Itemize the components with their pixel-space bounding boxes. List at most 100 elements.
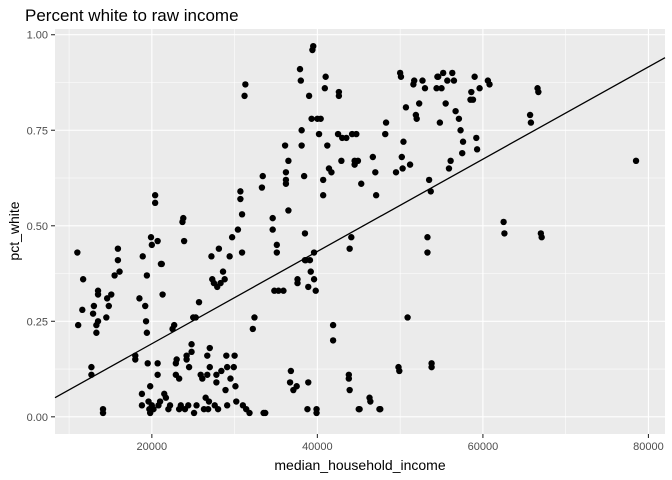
data-point [281,142,289,149]
data-point [199,375,206,382]
x-tick-label: 80000 [633,441,664,453]
data-point [159,291,166,298]
y-tick-label: 0.50 [27,221,48,233]
data-point [215,245,223,252]
data-point [324,142,331,149]
data-point [185,363,193,371]
data-point [296,65,304,73]
minor-gridlines [55,29,665,434]
data-point [392,169,400,176]
data-point [223,363,231,371]
data-point [190,409,198,417]
data-point [300,172,308,180]
data-point [308,115,315,122]
data-point [450,77,458,84]
data-point [372,169,379,176]
data-point [195,298,203,306]
data-point [142,302,149,310]
data-point [444,77,451,84]
data-point [287,367,295,375]
data-point [346,245,353,252]
data-point [280,287,287,294]
data-point [382,130,389,138]
data-point [294,279,301,287]
data-point [321,85,329,92]
data-point [208,253,215,260]
data-point [317,115,324,122]
data-point [476,85,483,92]
data-point [88,363,95,371]
data-point [213,379,220,386]
data-point [535,88,542,96]
data-point [322,73,329,80]
trend-line [54,57,666,399]
data-point [175,375,183,382]
data-point [180,214,187,222]
data-point [177,402,185,409]
data-point [413,115,420,122]
data-point [345,371,353,378]
data-point [538,234,545,241]
data-point [400,138,407,145]
data-point [319,192,327,199]
data-point [369,153,377,161]
data-point [282,169,290,176]
data-point [223,352,230,359]
data-point [214,405,222,413]
data-point [143,329,151,336]
data-point [312,287,319,294]
data-point [329,321,337,329]
data-point [90,302,98,310]
data-point [297,77,305,84]
data-point [170,321,178,329]
data-point [148,241,156,249]
data-point [501,230,508,237]
data-point [221,276,228,283]
data-point [150,405,157,413]
data-point [259,172,266,180]
y-axis-title: pct_white [6,201,22,260]
data-point [473,134,480,142]
data-point [79,276,87,283]
data-point [449,69,456,77]
data-point [319,176,327,184]
data-point [455,115,463,122]
data-point [353,130,360,138]
data-point [372,192,380,199]
data-point [139,253,146,260]
data-point [293,383,300,390]
x-tick-label: 60000 [468,441,499,453]
data-point [103,295,111,302]
data-point [230,363,237,371]
data-point [358,180,365,187]
data-point [338,157,345,165]
data-point [238,249,246,256]
data-point [206,363,213,371]
data-point [382,119,390,126]
y-tick-label: 0.25 [27,316,48,328]
data-point [436,119,444,126]
data-point [354,157,362,165]
data-point [632,157,640,165]
data-point [180,237,188,245]
data-point [269,214,276,222]
data-point [304,405,311,413]
data-point [275,287,282,294]
data-point [147,234,155,241]
x-axis-title: median_household_income [274,457,445,473]
chart-title: Percent white to raw income [25,6,239,25]
data-point [116,268,123,275]
data-point [219,268,227,275]
data-point [251,314,258,321]
data-point [425,176,433,184]
data-point [151,192,159,199]
data-point [228,234,236,241]
data-point [282,176,290,184]
data-point [166,402,174,409]
data-point [452,107,459,115]
data-point [315,130,323,138]
data-point [173,356,180,363]
data-point [305,379,312,386]
data-point [232,383,239,390]
data-point [439,69,447,77]
